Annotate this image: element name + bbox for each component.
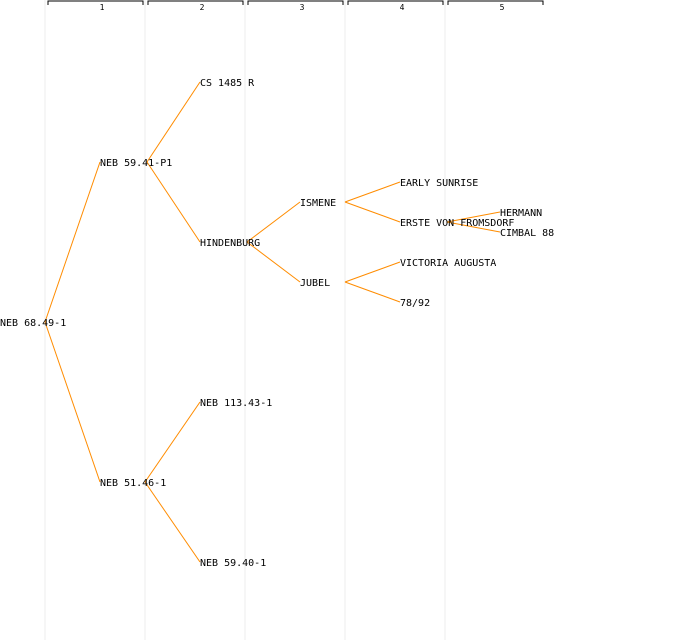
generation-number: 1 [100, 3, 105, 12]
edge [344, 181, 401, 203]
edge [446, 221, 501, 233]
edge [146, 161, 201, 243]
node-dam: NEB 51.46-1 [100, 478, 166, 489]
generation-bracket [347, 0, 444, 5]
node-hindenburg-dam: JUBEL [300, 278, 330, 289]
node-erste-dam: CIMBAL 88 [500, 228, 554, 239]
node-ismene-sire: EARLY SUNRISE [400, 178, 478, 189]
node-hindenburg-sire: ISMENE [300, 198, 336, 209]
generation-number: 2 [200, 3, 205, 12]
generation-bracket [247, 0, 344, 5]
edge [44, 161, 101, 323]
node-erste-sire: HERMANN [500, 208, 542, 219]
generation-number: 3 [300, 3, 305, 12]
edge [344, 261, 401, 283]
edge [44, 321, 101, 483]
node-jubel-dam: 78/92 [400, 298, 430, 309]
node-dam-dam: NEB 59.40-1 [200, 558, 266, 569]
node-root: NEB 68.49-1 [0, 318, 66, 329]
generation-number: 4 [400, 3, 405, 12]
node-dam-sire: NEB 113.43-1 [200, 398, 272, 409]
node-ismene-dam: ERSTE VON FROMSDORF [400, 218, 514, 229]
edge [446, 211, 501, 223]
generation-bracket [147, 0, 244, 5]
node-sire: NEB 59.41-P1 [100, 158, 172, 169]
edge [344, 201, 401, 223]
node-sire-dam: HINDENBURG [200, 238, 260, 249]
edge [246, 201, 301, 243]
edge [144, 401, 201, 483]
edge [146, 81, 201, 163]
generation-bracket [47, 0, 144, 5]
node-sire-sire: CS 1485 R [200, 78, 255, 89]
generation-number: 5 [500, 3, 505, 12]
edge [344, 281, 401, 303]
node-jubel-sire: VICTORIA AUGUSTA [400, 258, 496, 269]
edge [144, 481, 201, 563]
edge [246, 241, 301, 283]
generation-bracket [447, 0, 544, 5]
